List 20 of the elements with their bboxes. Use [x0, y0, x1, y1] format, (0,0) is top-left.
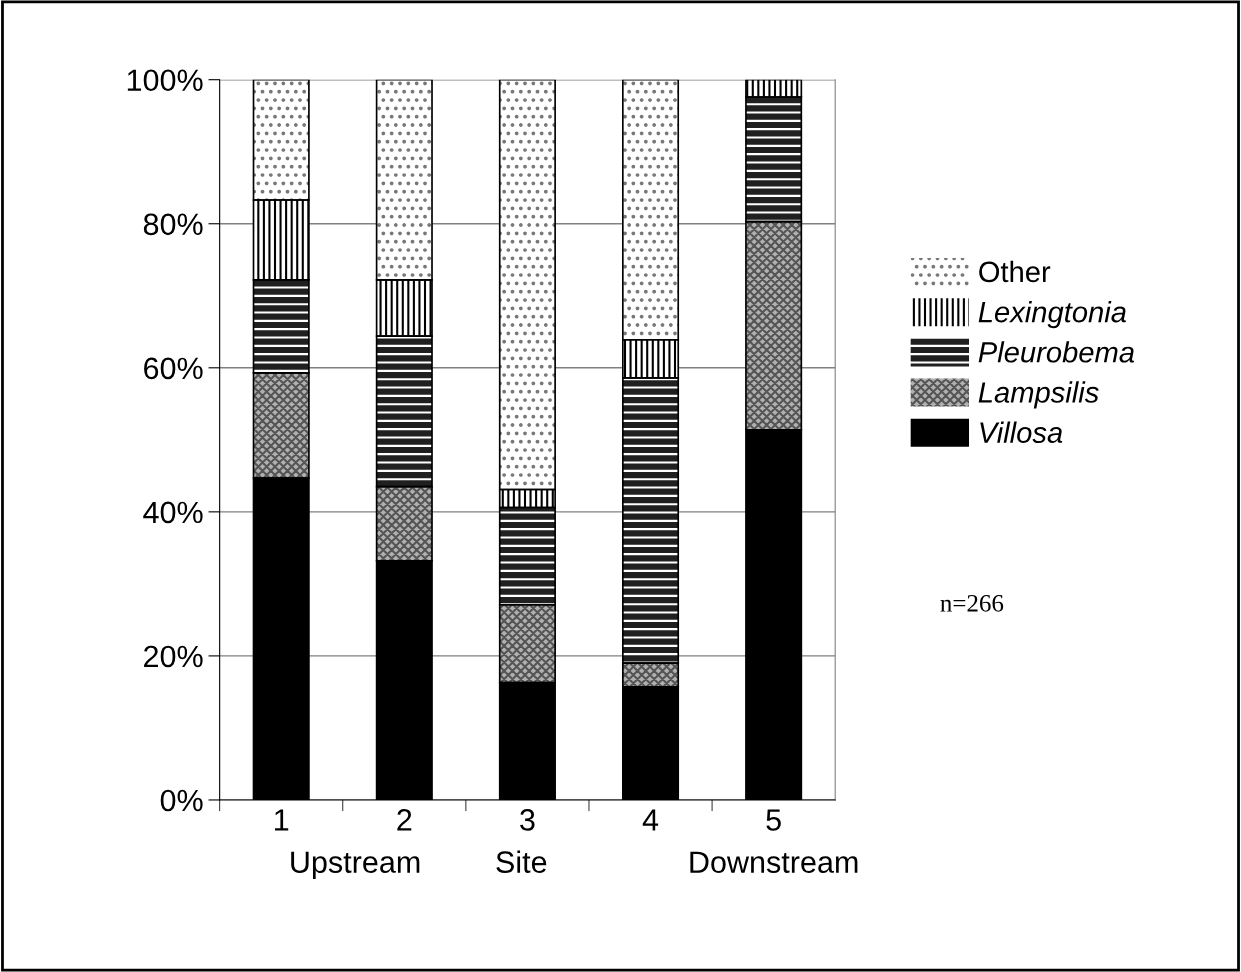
y-tick-label: 20%	[144, 645, 203, 668]
text: Downstream	[690, 851, 858, 873]
y-tick-label: 60%	[144, 357, 203, 380]
text: Site	[496, 850, 547, 873]
y-tick-label: 40%	[143, 501, 203, 524]
x-tick-label: 4	[642, 809, 659, 831]
legend-label: Other	[979, 260, 1051, 283]
x-tick-label: 2	[397, 809, 412, 831]
x-tick-label: 1	[275, 809, 289, 831]
y-tick-label: 80%	[143, 213, 203, 236]
text: Upstream	[291, 851, 420, 880]
legend-label: Pleurobema	[978, 341, 1135, 363]
legend-label: Villosa	[980, 421, 1063, 443]
x-tick-label: 3	[520, 809, 535, 831]
text: n=266	[940, 594, 1004, 612]
y-tick-label: 100%	[127, 69, 203, 92]
y-tick-label: 0%	[160, 789, 203, 812]
legend-label: Lexingtonia	[978, 301, 1126, 329]
legend-label: Lampsilis	[978, 381, 1099, 409]
x-tick-label: 5	[766, 809, 781, 831]
